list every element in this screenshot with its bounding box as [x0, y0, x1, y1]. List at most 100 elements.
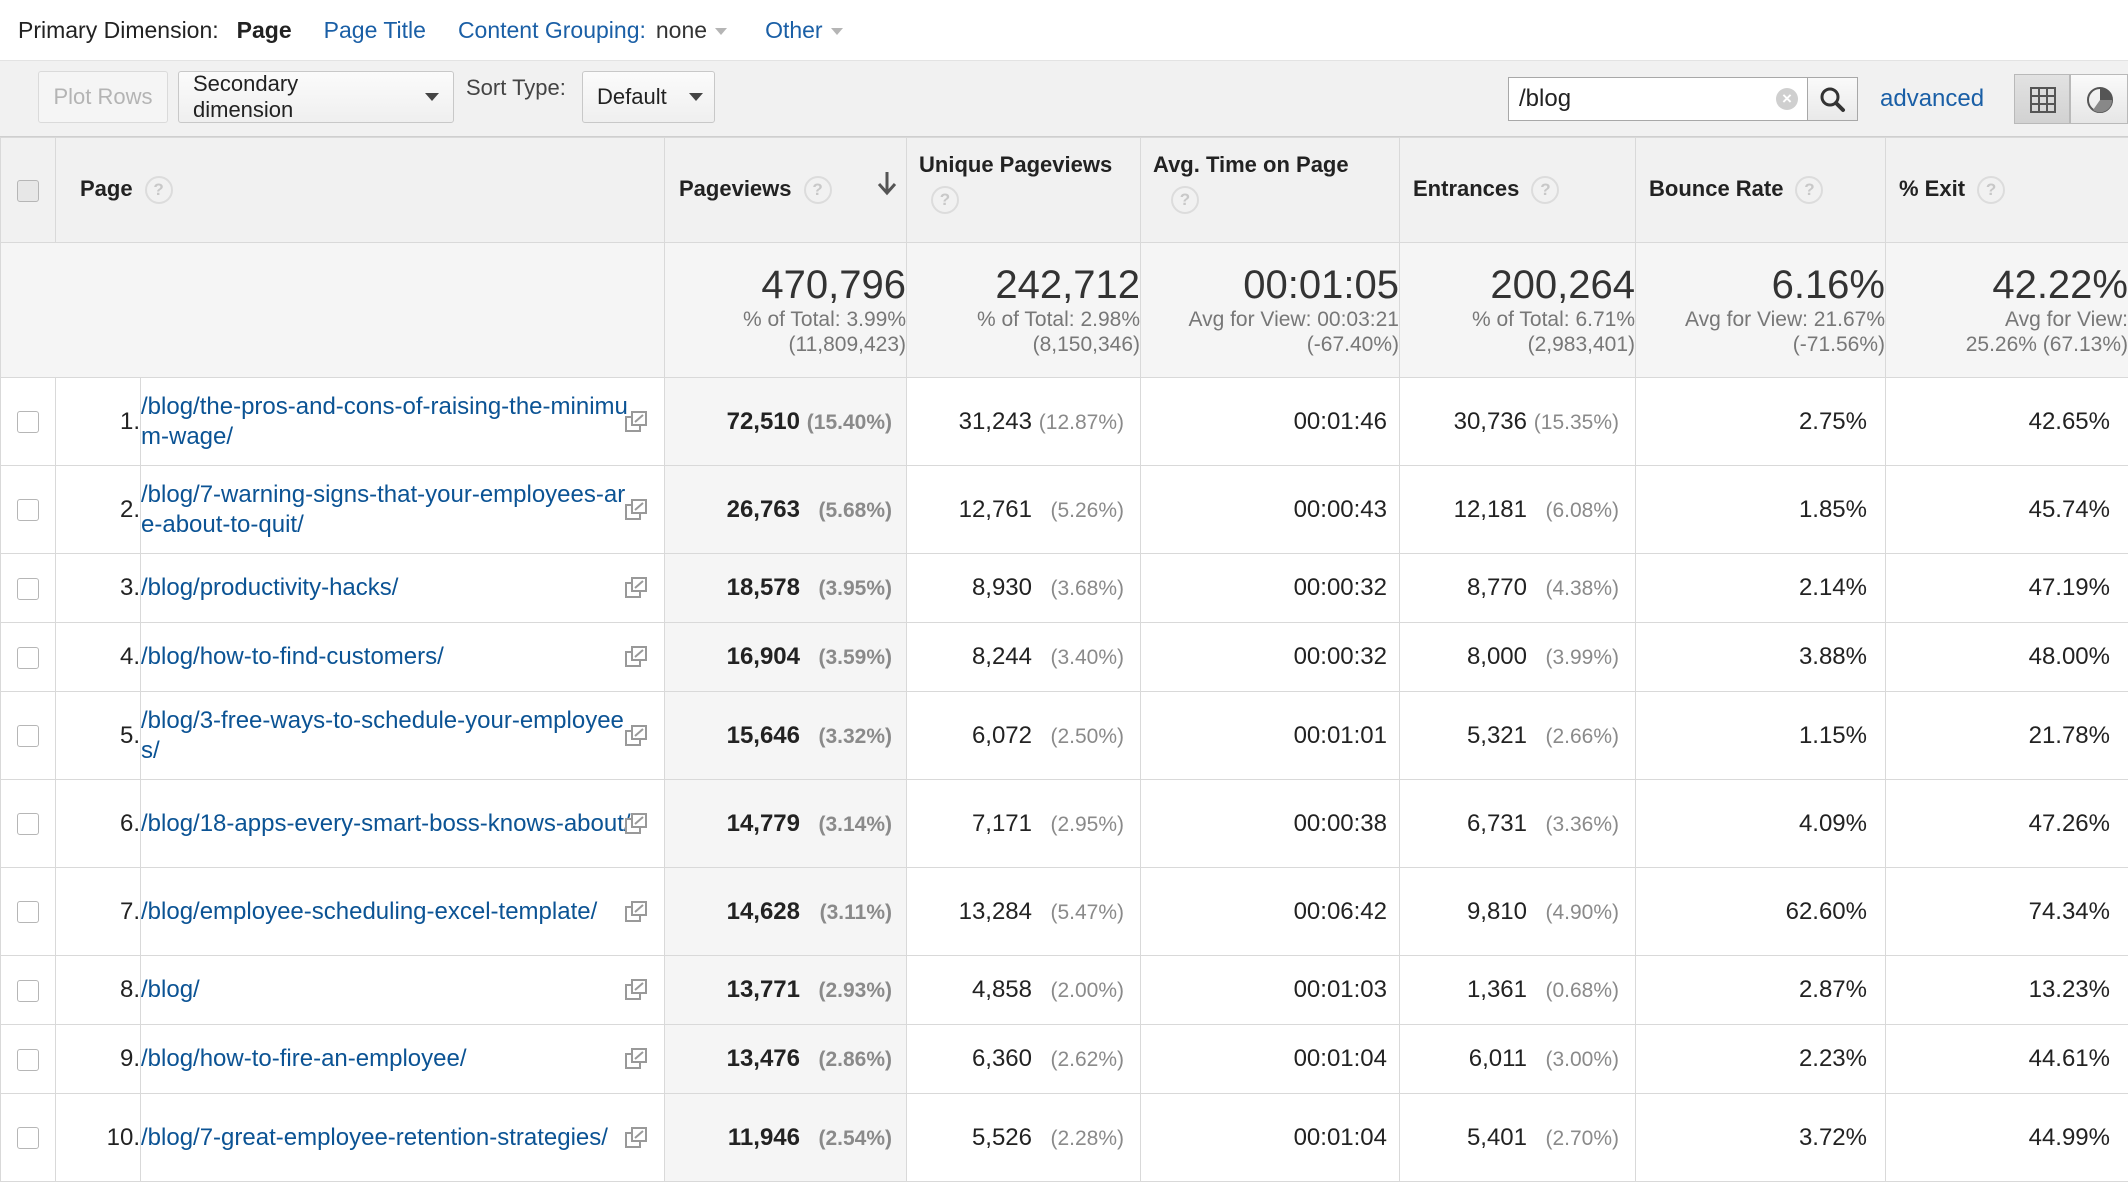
page-link[interactable]: /blog/18-apps-every-smart-boss-knows-abo… [141, 809, 631, 837]
row-page-cell: /blog/3-free-ways-to-schedule-your-emplo… [140, 691, 665, 780]
page-link[interactable]: /blog/employee-scheduling-excel-template… [141, 897, 598, 925]
row-select-cell [0, 465, 56, 554]
content-grouping-value: none [655, 16, 708, 43]
table-row: 9. /blog/how-to-fire-an-employee/ 13,476… [0, 1024, 2128, 1094]
secondary-dimension-dropdown[interactable]: Secondary dimension [178, 71, 454, 123]
open-in-new-window-icon[interactable] [624, 498, 648, 522]
row-entrances: 5,321 (2.66%) [1399, 691, 1636, 780]
row-page-cell: /blog/18-apps-every-smart-boss-knows-abo… [140, 779, 665, 868]
page-link[interactable]: /blog/7-great-employee-retention-strateg… [141, 1123, 608, 1151]
row-select-cell [0, 1024, 56, 1094]
help-icon[interactable]: ? [1531, 176, 1560, 205]
row-checkbox[interactable] [17, 1048, 39, 1071]
row-entrances: 5,401 (2.70%) [1399, 1093, 1636, 1182]
open-in-new-window-icon[interactable] [624, 1126, 648, 1150]
entrances-value: 6,011 [1468, 1045, 1527, 1072]
help-icon[interactable]: ? [144, 176, 173, 205]
dimension-content-grouping[interactable]: Content Grouping: none [458, 16, 728, 44]
search-input[interactable]: /blog [1508, 77, 1808, 121]
header-bounce-rate[interactable]: Bounce Rate? [1635, 137, 1886, 243]
row-select-cell [0, 691, 56, 780]
summary-sub: % of Total: 6.71% [1471, 308, 1635, 331]
row-checkbox[interactable] [17, 1127, 39, 1150]
advanced-link[interactable]: advanced [1880, 85, 1985, 112]
summary-sub: Avg for View: [2005, 308, 2128, 331]
row-entrances: 30,736 (15.35%) [1399, 377, 1636, 466]
plot-rows-button[interactable]: Plot Rows [38, 71, 168, 123]
unique-pageviews-value: 6,072 [971, 721, 1032, 749]
page-link[interactable]: /blog/productivity-hacks/ [141, 574, 399, 601]
entrances-percent: (3.36%) [1545, 812, 1619, 836]
pie-view-button[interactable] [2070, 74, 2128, 124]
header-unique-pageviews[interactable]: Unique Pageviews ? [906, 137, 1141, 243]
sort-type-dropdown[interactable]: Default [582, 71, 715, 123]
help-icon[interactable]: ? [931, 186, 959, 214]
summary-label-cell [0, 242, 665, 378]
page-link[interactable]: /blog/how-to-fire-an-employee/ [141, 1045, 467, 1072]
row-checkbox[interactable] [17, 813, 39, 836]
page-link[interactable]: /blog/7-warning-signs-that-your-employee… [141, 480, 626, 538]
page-link[interactable]: /blog/3-free-ways-to-schedule-your-emplo… [141, 706, 624, 764]
open-in-new-window-icon[interactable] [624, 410, 648, 434]
row-bounce-rate: 2.23% [1635, 1024, 1886, 1094]
header-pageviews[interactable]: Pageviews? [664, 137, 907, 243]
header-avg-time[interactable]: Avg. Time on Page ? [1140, 137, 1400, 243]
header-page[interactable]: Page? [55, 137, 665, 243]
sort-type-label: Sort Type: [466, 75, 566, 100]
table-view-button[interactable] [2014, 74, 2070, 124]
row-checkbox[interactable] [17, 646, 39, 669]
row-checkbox[interactable] [17, 979, 39, 1002]
row-exit: 13.23% [1885, 955, 2128, 1025]
header-exit[interactable]: % Exit? [1885, 137, 2128, 243]
select-all-checkbox[interactable] [17, 180, 39, 203]
row-avg-time: 00:01:03 [1140, 955, 1400, 1025]
row-pageviews: 14,779 (3.14%) [664, 779, 907, 868]
page-link[interactable]: /blog/how-to-find-customers/ [141, 643, 444, 670]
dimension-page-title[interactable]: Page Title [323, 16, 426, 43]
pageviews-percent: (3.95%) [818, 577, 892, 600]
open-in-new-window-icon[interactable] [624, 900, 648, 924]
table-row: 7. /blog/employee-scheduling-excel-templ… [0, 867, 2128, 956]
row-exit: 74.34% [1885, 867, 2128, 956]
row-select-cell [0, 779, 56, 868]
header-entrances[interactable]: Entrances? [1399, 137, 1636, 243]
page-link[interactable]: /blog/the-pros-and-cons-of-raising-the-m… [141, 392, 628, 450]
open-in-new-window-icon[interactable] [624, 1047, 648, 1071]
pageviews-value: 13,476 [726, 1045, 800, 1072]
help-icon[interactable]: ? [1795, 176, 1824, 205]
help-icon[interactable]: ? [1977, 176, 2006, 205]
clear-icon[interactable]: × [1776, 88, 1798, 110]
row-checkbox[interactable] [17, 499, 39, 522]
row-page-cell: /blog/how-to-find-customers/ [140, 622, 665, 692]
pageviews-value: 14,779 [726, 809, 800, 837]
pageviews-percent: (3.32%) [818, 724, 892, 748]
row-pageviews: 13,476 (2.86%) [664, 1024, 907, 1094]
open-in-new-window-icon[interactable] [624, 978, 648, 1002]
row-checkbox[interactable] [17, 725, 39, 748]
entrances-percent: (3.00%) [1545, 1048, 1619, 1071]
row-index: 9. [55, 1024, 141, 1094]
header-pageviews-label: Pageviews [679, 175, 792, 201]
open-in-new-window-icon[interactable] [624, 645, 648, 669]
open-in-new-window-icon[interactable] [624, 576, 648, 600]
row-checkbox[interactable] [17, 901, 39, 924]
open-in-new-window-icon[interactable] [624, 724, 648, 748]
row-checkbox[interactable] [17, 577, 39, 600]
unique-pageviews-percent: (2.95%) [1050, 812, 1124, 836]
summary-value: 242,712 [995, 263, 1140, 307]
header-page-label: Page [80, 175, 133, 201]
search-button[interactable] [1808, 77, 1858, 121]
row-bounce-rate: 62.60% [1635, 867, 1886, 956]
summary-sub: (8,150,346) [1032, 333, 1140, 356]
open-in-new-window-icon[interactable] [624, 812, 648, 836]
help-icon[interactable]: ? [1171, 186, 1199, 214]
help-icon[interactable]: ? [803, 176, 832, 205]
row-select-cell [0, 622, 56, 692]
row-entrances: 8,000 (3.99%) [1399, 622, 1636, 692]
dimension-other[interactable]: Other [765, 17, 843, 44]
row-exit: 47.26% [1885, 779, 2128, 868]
dimension-page[interactable]: Page [236, 16, 292, 43]
row-checkbox[interactable] [17, 411, 39, 434]
page-link[interactable]: /blog/ [141, 976, 200, 1003]
summary-entrances: 200,264 % of Total: 6.71% (2,983,401) [1399, 242, 1636, 378]
